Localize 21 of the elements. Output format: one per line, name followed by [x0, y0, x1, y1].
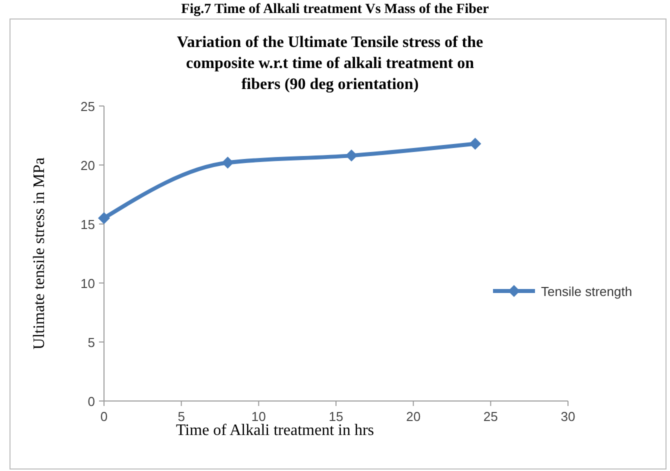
y-tick-label: 15	[80, 217, 95, 232]
x-tick-label: 15	[328, 409, 344, 424]
x-tick-label: 30	[560, 409, 576, 424]
y-tick-label: 20	[80, 158, 95, 173]
y-tick-label: 25	[80, 99, 95, 114]
y-tick-label: 0	[88, 394, 95, 409]
x-tick-label: 5	[178, 409, 185, 424]
caption: Fig.7 Time of Alkali treatment Vs Mass of the Fiber	[181, 2, 489, 17]
y-axis-title: Ultimate tensile stress in MPa	[31, 158, 48, 350]
y-tick-label: 5	[88, 335, 95, 350]
legend-label: Tensile strength	[541, 284, 632, 299]
point	[98, 212, 110, 224]
point	[222, 156, 234, 169]
x-tick-label: 10	[251, 409, 266, 424]
chart-title: Variation of the Ultimate Tensile stress of the composite w.r.t time of alkali treatment on fibers (90 deg orientation)	[176, 34, 484, 93]
x-tick-label: 0	[100, 409, 108, 424]
y-tick-label: 10	[80, 276, 95, 291]
x-tick-label: 25	[483, 409, 498, 424]
point	[469, 138, 482, 150]
x-tick-label: 20	[406, 409, 421, 424]
x-axis-title: Time of Alkali treatment in hrs	[176, 422, 374, 439]
